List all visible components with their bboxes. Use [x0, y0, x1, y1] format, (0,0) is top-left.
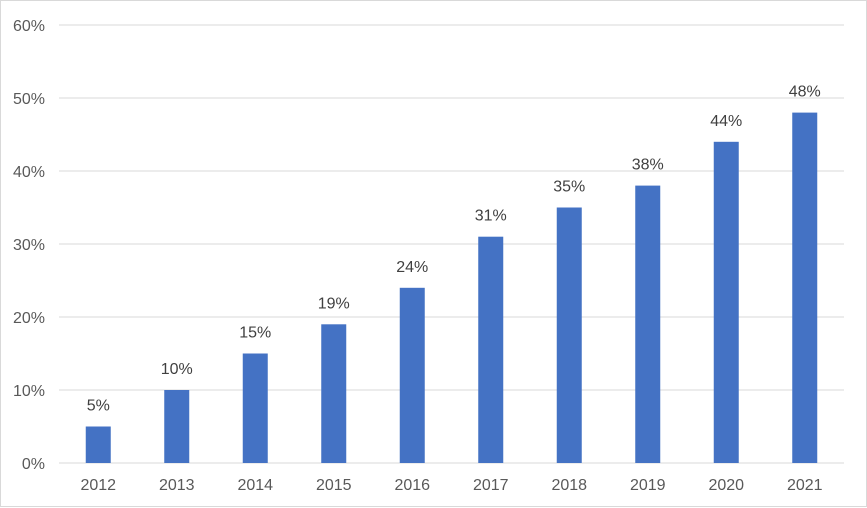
y-tick-label: 0%: [22, 456, 45, 473]
data-label: 5%: [87, 398, 110, 415]
data-label: 35%: [553, 179, 585, 196]
gridlines: [59, 24, 844, 464]
x-tick-label: 2016: [394, 477, 430, 494]
x-tick-label: 2018: [551, 477, 587, 494]
data-label: 10%: [161, 361, 193, 378]
x-axis-ticks: 2012 2013 2014 2015 2016 2017 2018 2019 2020 2021: [80, 477, 822, 494]
bar: [399, 287, 425, 463]
y-tick-label: 40%: [13, 164, 45, 181]
bar: [635, 185, 661, 463]
x-tick-label: 2012: [80, 477, 116, 494]
data-label: 24%: [396, 259, 428, 276]
data-label: 19%: [318, 295, 350, 312]
bar: [85, 426, 111, 463]
bar: [792, 112, 818, 463]
data-labels: 5% 10% 15% 19% 24% 31% 35% 38% 44% 48%: [87, 84, 821, 415]
y-tick-label: 60%: [13, 18, 45, 35]
x-tick-label: 2020: [708, 477, 744, 494]
y-tick-label: 30%: [13, 237, 45, 254]
data-label: 15%: [239, 325, 271, 342]
bar: [478, 236, 504, 463]
bar: [713, 141, 739, 464]
bar: [242, 353, 268, 463]
y-tick-label: 20%: [13, 310, 45, 327]
data-label: 38%: [632, 157, 664, 174]
bars: [85, 112, 818, 464]
bar: [556, 207, 582, 463]
x-tick-label: 2013: [159, 477, 195, 494]
y-axis-ticks: 0% 10% 20% 30% 40% 50% 60%: [13, 18, 45, 473]
x-tick-label: 2017: [473, 477, 509, 494]
bar: [321, 324, 347, 463]
x-tick-label: 2014: [237, 477, 273, 494]
y-tick-label: 10%: [13, 383, 45, 400]
bar: [164, 390, 190, 463]
data-label: 44%: [710, 113, 742, 130]
data-label: 31%: [475, 208, 507, 225]
x-tick-label: 2015: [316, 477, 352, 494]
x-tick-label: 2021: [787, 477, 823, 494]
y-tick-label: 50%: [13, 91, 45, 108]
x-tick-label: 2019: [630, 477, 666, 494]
data-label: 48%: [789, 84, 821, 101]
